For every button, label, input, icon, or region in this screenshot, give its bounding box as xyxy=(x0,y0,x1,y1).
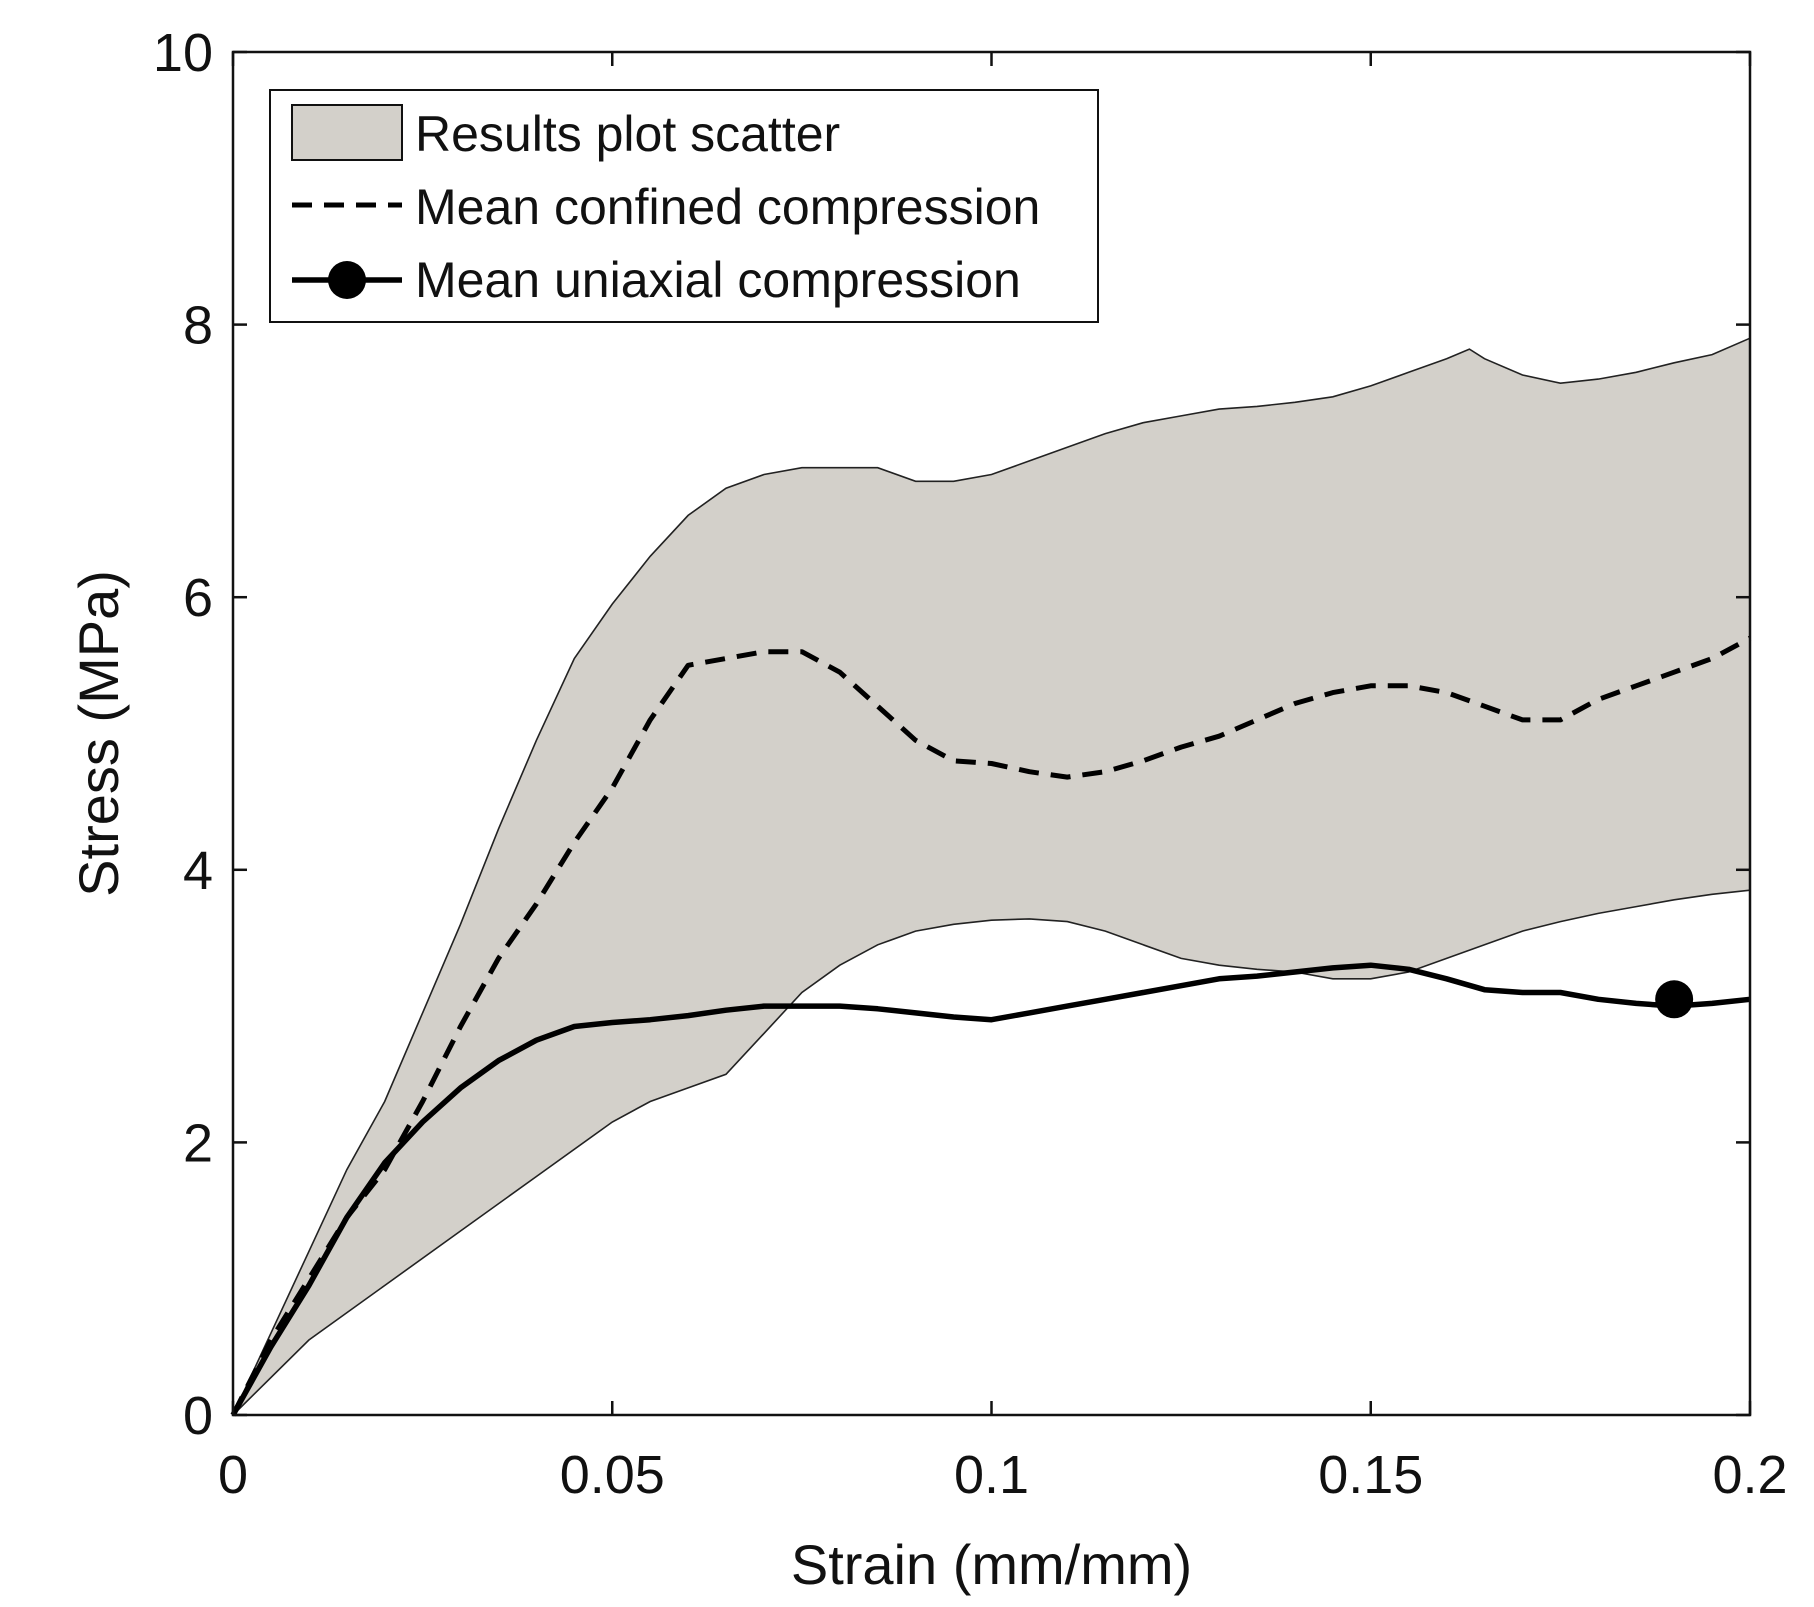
mean-uniaxial-compression-line xyxy=(230,962,1751,1417)
x-tick-label-0: 0 xyxy=(218,1445,248,1505)
y-tick-label-4: 8 xyxy=(183,296,213,356)
x-tick-label-3: 0.15 xyxy=(1318,1445,1423,1505)
scatter-band-upper-edge xyxy=(232,337,1751,1416)
legend-label-uniaxial: Mean uniaxial compression xyxy=(415,252,1021,308)
x-tick-label-1: 0.05 xyxy=(560,1445,665,1505)
legend: Results plot scatter Mean confined compre… xyxy=(269,89,1099,323)
mean-confined-compression-line xyxy=(230,635,1752,1417)
legend-box xyxy=(269,89,1099,323)
y-axis-label: Stress (MPa) xyxy=(67,570,130,897)
x-tick-label-2: 0.1 xyxy=(954,1445,1029,1505)
mean-uniaxial-marker-0 xyxy=(1655,980,1694,1019)
y-tick-label-1: 2 xyxy=(183,1113,213,1173)
x-tick-label-4: 0.2 xyxy=(1712,1445,1787,1505)
legend-label-scatter: Results plot scatter xyxy=(415,106,840,162)
legend-swatch-uniaxial-marker xyxy=(328,261,366,299)
scatter-band-area xyxy=(233,338,1750,1416)
y-tick-label-0: 0 xyxy=(183,1386,213,1446)
axes: 0 0.05 0.1 0.15 0.2 0 2 4 6 8 10 Strain (mm/mm) Stre… xyxy=(67,23,1788,1596)
legend-swatch-scatter xyxy=(291,104,403,161)
x-axis-label: Strain (mm/mm) xyxy=(791,1533,1192,1596)
y-tick-label-3: 6 xyxy=(183,568,213,628)
y-tick-label-5: 10 xyxy=(153,23,213,83)
plot-area xyxy=(230,337,1752,1417)
scatter-band-lower-edge xyxy=(232,889,1751,1416)
legend-label-confined: Mean confined compression xyxy=(415,179,1040,235)
y-tick-label-2: 4 xyxy=(183,841,213,901)
